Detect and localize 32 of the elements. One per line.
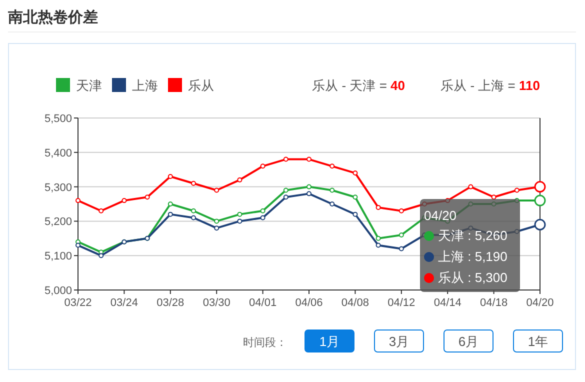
annotation: 乐从 : 5,300: [438, 270, 508, 285]
text: 1年: [528, 334, 548, 349]
legend-label: 乐从: [188, 78, 214, 93]
x-tick-label: 03/24: [110, 297, 138, 309]
legend-label: 天津: [76, 78, 102, 93]
y-tick-label: 5,000: [44, 285, 72, 297]
x-tick-label: 04/06: [295, 297, 323, 309]
x-tick-label: 03/28: [156, 297, 184, 309]
legend-label: 上海: [132, 78, 158, 93]
text: 时间段：: [243, 336, 287, 349]
x-tick-label: 04/14: [434, 297, 462, 309]
x-tick-label: 03/22: [64, 297, 92, 309]
text: 6月: [458, 334, 479, 349]
y-tick-label: 5,100: [44, 250, 72, 263]
y-tick-label: 5,300: [44, 182, 72, 194]
x-tick-label: 04/08: [341, 297, 369, 309]
x-tick-label: 04/01: [249, 297, 277, 309]
text: 3月: [388, 334, 410, 349]
y-tick-label: 5,200: [44, 216, 72, 228]
text: 乐从 - 天津 = 40: [312, 78, 405, 93]
x-tick-label: 04/20: [526, 297, 554, 309]
text: 1月: [319, 334, 340, 349]
annotation: 上海 : 5,190: [438, 249, 508, 264]
y-tick-label: 5,400: [44, 147, 72, 160]
x-tick-label: 04/18: [480, 297, 508, 309]
annotation: 04/20: [424, 208, 457, 223]
annotation: 天津 : 5,260: [438, 228, 508, 243]
chart-title: 南北热卷价差: [7, 9, 98, 26]
y-tick-label: 5,500: [44, 113, 72, 125]
text: 乐从 - 上海 = 110: [440, 78, 540, 93]
x-tick-label: 04/12: [388, 297, 416, 309]
x-tick-label: 03/30: [202, 297, 230, 309]
